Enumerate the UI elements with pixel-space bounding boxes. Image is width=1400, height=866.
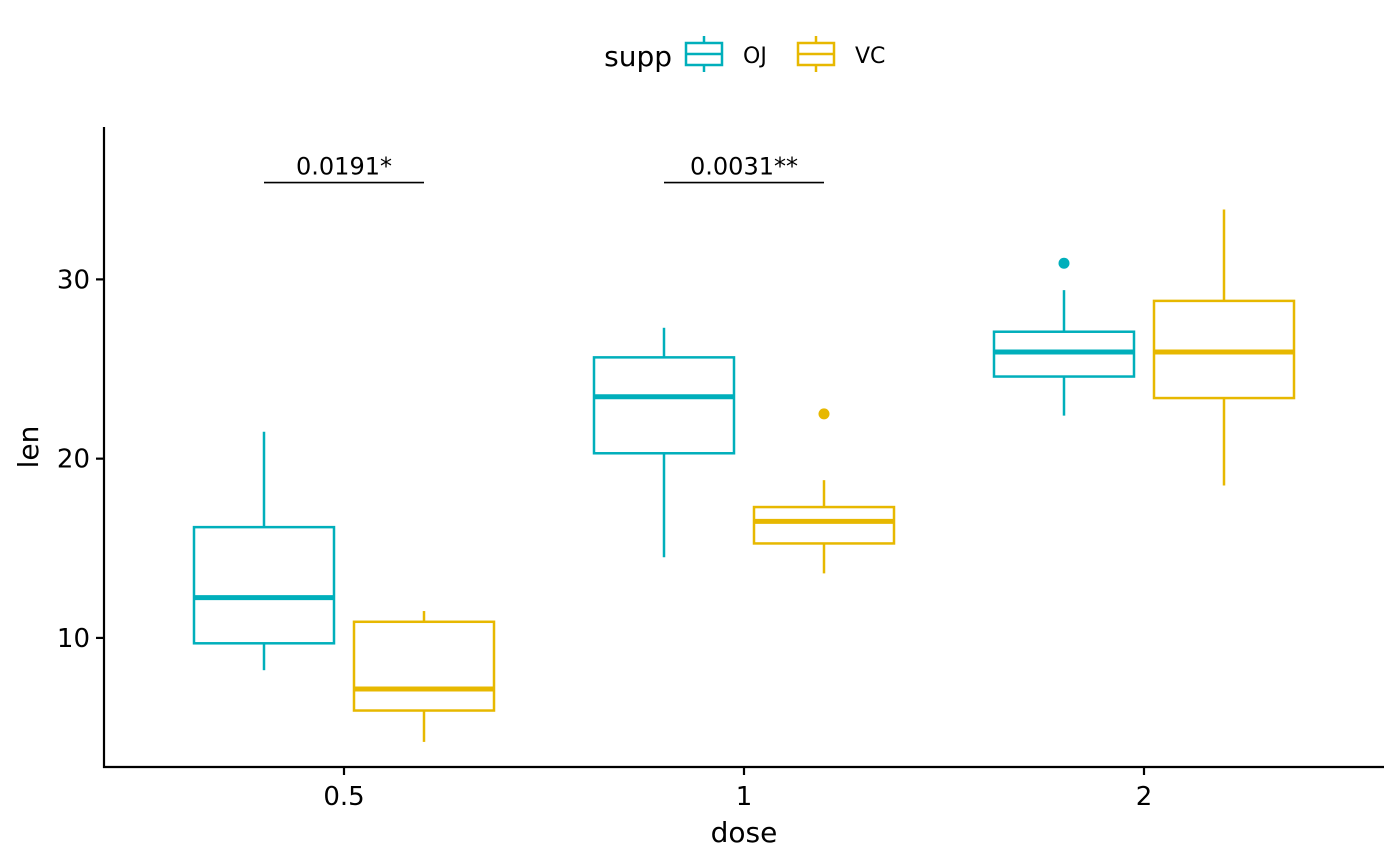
box-oj-0.5: [192, 431, 336, 671]
significance-1: 0.0031**: [664, 153, 824, 184]
box-vc-1: [752, 408, 896, 574]
box-body: [352, 620, 496, 712]
series-oj: [192, 257, 1136, 671]
legend-item-vc: VC: [796, 36, 885, 72]
outlier-point: [818, 408, 830, 420]
legend-title: supp: [604, 40, 672, 73]
box-vc-0.5: [352, 611, 496, 742]
legend-item-oj: OJ: [684, 36, 767, 72]
box-body: [1152, 299, 1296, 400]
series-vc: [352, 209, 1296, 742]
legend-label: VC: [855, 44, 885, 69]
outlier-point: [1058, 257, 1070, 269]
legend-label: OJ: [743, 44, 767, 69]
significance-0.5: 0.0191*: [264, 153, 424, 184]
x-axis-ticks: 0.5 1 2: [323, 767, 1152, 812]
box-series: [192, 209, 1296, 742]
y-tick-label: 10: [57, 624, 90, 654]
y-axis-ticks: 10 20 30: [57, 265, 104, 654]
y-tick-label: 30: [57, 265, 90, 295]
axes: 10 20 30 0.5 1 2 dose len: [12, 127, 1384, 849]
x-tick-label: 1: [736, 782, 753, 812]
box-body: [592, 356, 736, 455]
x-axis-title: dose: [711, 816, 778, 849]
box-body: [192, 525, 336, 645]
y-tick-label: 20: [57, 445, 90, 475]
p-value-label: 0.0191*: [296, 153, 392, 181]
p-value-label: 0.0031**: [690, 153, 798, 181]
box-oj-1: [592, 327, 736, 558]
x-tick-label: 2: [1136, 782, 1153, 812]
box-vc-2: [1152, 209, 1296, 486]
legend: supp OJ VC: [604, 36, 885, 73]
box-oj-2: [992, 257, 1136, 416]
x-tick-label: 0.5: [323, 782, 364, 812]
box-body: [752, 505, 896, 545]
significance-annotations: 0.0191* 0.0031**: [264, 153, 824, 184]
y-axis-title: len: [12, 426, 45, 469]
